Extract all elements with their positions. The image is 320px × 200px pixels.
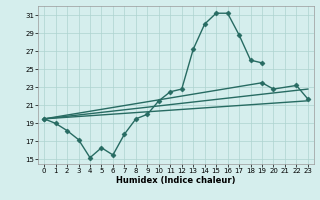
X-axis label: Humidex (Indice chaleur): Humidex (Indice chaleur) [116,176,236,185]
